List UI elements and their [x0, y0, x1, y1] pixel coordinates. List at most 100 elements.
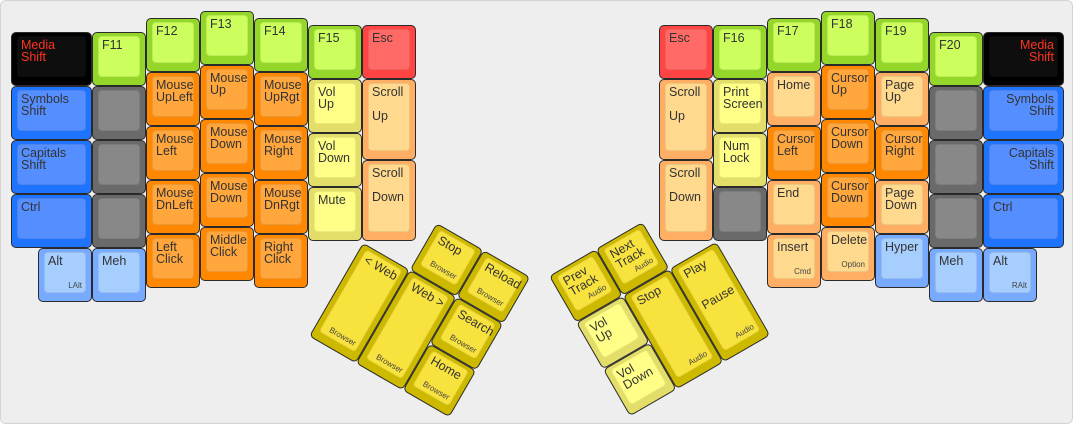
key-alt[interactable]: Alt LAlt: [38, 248, 92, 302]
key-mouse-down[interactable]: Mouse Down: [200, 173, 254, 227]
key-blank[interactable]: [92, 86, 146, 140]
key-cursor-down[interactable]: Cursor Down: [821, 119, 875, 173]
key-page-down[interactable]: Page Down: [875, 180, 929, 234]
key-f20[interactable]: F20: [929, 32, 983, 86]
key-label: Insert: [777, 240, 809, 254]
key-f11[interactable]: F11: [92, 32, 146, 86]
key-label: Play Pause: [681, 256, 737, 313]
key-blank[interactable]: [92, 194, 146, 248]
key-symbols-shift[interactable]: Symbols Shift: [983, 86, 1064, 140]
key-ctrl[interactable]: Ctrl: [983, 194, 1064, 248]
keycap: [935, 90, 977, 131]
key-page-up[interactable]: Page Up: [875, 72, 929, 126]
key-media-shift[interactable]: Media Shift: [11, 32, 92, 86]
key-capitals-shift[interactable]: Capitals Shift: [983, 140, 1064, 194]
key-mouse-right[interactable]: Mouse Right: [254, 126, 308, 180]
key-label: F17: [777, 24, 799, 38]
key-print-screen[interactable]: Print Screen: [713, 79, 767, 133]
key-mouse-up[interactable]: Mouse Up: [200, 65, 254, 119]
keycap: F15: [314, 29, 356, 70]
key-label: Middle Click: [210, 233, 247, 259]
keycap: F18: [827, 15, 869, 56]
key-f12[interactable]: F12: [146, 18, 200, 72]
key-scroll-down[interactable]: Scroll Down: [659, 160, 713, 241]
key-sublabel: Browser: [475, 285, 506, 309]
key-left-click[interactable]: Left Click: [146, 234, 200, 288]
keycap: Mouse DnRgt: [260, 184, 302, 225]
keycap: Scroll Up: [368, 83, 410, 151]
key-label: Mouse Down: [210, 125, 248, 151]
key-num-lock[interactable]: Num Lock: [713, 133, 767, 187]
key-blank[interactable]: [929, 86, 983, 140]
key-cursor-up[interactable]: Cursor Up: [821, 65, 875, 119]
key-insert[interactable]: Insert Cmd: [767, 234, 821, 288]
key-symbols-shift[interactable]: Symbols Shift: [11, 86, 92, 140]
key-mouse-dnleft[interactable]: Mouse DnLeft: [146, 180, 200, 234]
key-label: Mouse Right: [264, 132, 302, 158]
keycap: Mouse Down: [206, 123, 248, 164]
key-f18[interactable]: F18: [821, 11, 875, 65]
key-f16[interactable]: F16: [713, 25, 767, 79]
key-media-shift[interactable]: Media Shift: [983, 32, 1064, 86]
key-label: Ctrl: [21, 200, 41, 214]
key-label: F13: [210, 17, 232, 31]
key-alt[interactable]: Alt RAlt: [983, 248, 1037, 302]
key-f15[interactable]: F15: [308, 25, 362, 79]
key-mouse-down[interactable]: Mouse Down: [200, 119, 254, 173]
key-mouse-upleft[interactable]: Mouse UpLeft: [146, 72, 200, 126]
key-cursor-right[interactable]: Cursor Right: [875, 126, 929, 180]
key-cursor-left[interactable]: Cursor Left: [767, 126, 821, 180]
key-label: Scroll Up: [669, 85, 701, 123]
key-label: Mouse DnRgt: [264, 186, 302, 212]
keycap: Scroll Down: [368, 164, 410, 232]
key-blank[interactable]: [713, 187, 767, 241]
key-hyper[interactable]: Hyper: [875, 234, 929, 288]
key-label: Reload: [482, 260, 524, 293]
key-mouse-dnrgt[interactable]: Mouse DnRgt: [254, 180, 308, 234]
key-delete[interactable]: Delete Option: [821, 227, 875, 281]
key-label: F11: [102, 38, 123, 52]
key-right-click[interactable]: Right Click: [254, 234, 308, 288]
key-middle-click[interactable]: Middle Click: [200, 227, 254, 281]
key-cursor-down[interactable]: Cursor Down: [821, 173, 875, 227]
keycap: F13: [206, 15, 248, 56]
key-end[interactable]: End: [767, 180, 821, 234]
key-meh[interactable]: Meh: [929, 248, 983, 302]
key-home[interactable]: Home: [767, 72, 821, 126]
keycap: Vol Up: [314, 83, 356, 124]
key-vol-down[interactable]: Vol Down: [308, 133, 362, 187]
key-f14[interactable]: F14: [254, 18, 308, 72]
key-label: Capitals Shift: [1008, 146, 1054, 172]
key-mute[interactable]: Mute: [308, 187, 362, 241]
keycap: [98, 90, 140, 131]
key-sublabel: Audio: [733, 322, 756, 341]
key-f13[interactable]: F13: [200, 11, 254, 65]
key-f17[interactable]: F17: [767, 18, 821, 72]
key-label: Vol Down: [318, 139, 350, 165]
key-label: Mouse DnLeft: [156, 186, 194, 212]
key-scroll-up[interactable]: Scroll Up: [362, 79, 416, 160]
key-scroll-down[interactable]: Scroll Down: [362, 160, 416, 241]
key-scroll-up[interactable]: Scroll Up: [659, 79, 713, 160]
key-sublabel: Browser: [327, 325, 358, 348]
key-mouse-left[interactable]: Mouse Left: [146, 126, 200, 180]
key-capitals-shift[interactable]: Capitals Shift: [11, 140, 92, 194]
key-blank[interactable]: [929, 194, 983, 248]
key-label: F12: [156, 24, 178, 38]
key-f19[interactable]: F19: [875, 18, 929, 72]
key-ctrl[interactable]: Ctrl: [11, 194, 92, 248]
key-esc[interactable]: Esc: [659, 25, 713, 79]
key-vol-up[interactable]: Vol Up: [308, 79, 362, 133]
keycap: Capitals Shift: [17, 144, 86, 185]
key-label: Scroll Down: [669, 166, 701, 204]
keycap: F19: [881, 22, 923, 63]
key-label: Right Click: [264, 240, 294, 266]
key-blank[interactable]: [92, 140, 146, 194]
key-label: Num Lock: [723, 139, 750, 165]
key-blank[interactable]: [929, 140, 983, 194]
key-label: Left Click: [156, 240, 184, 266]
key-label: Alt: [48, 254, 63, 268]
key-esc[interactable]: Esc: [362, 25, 416, 79]
key-meh[interactable]: Meh: [92, 248, 146, 302]
key-mouse-uprgt[interactable]: Mouse UpRgt: [254, 72, 308, 126]
